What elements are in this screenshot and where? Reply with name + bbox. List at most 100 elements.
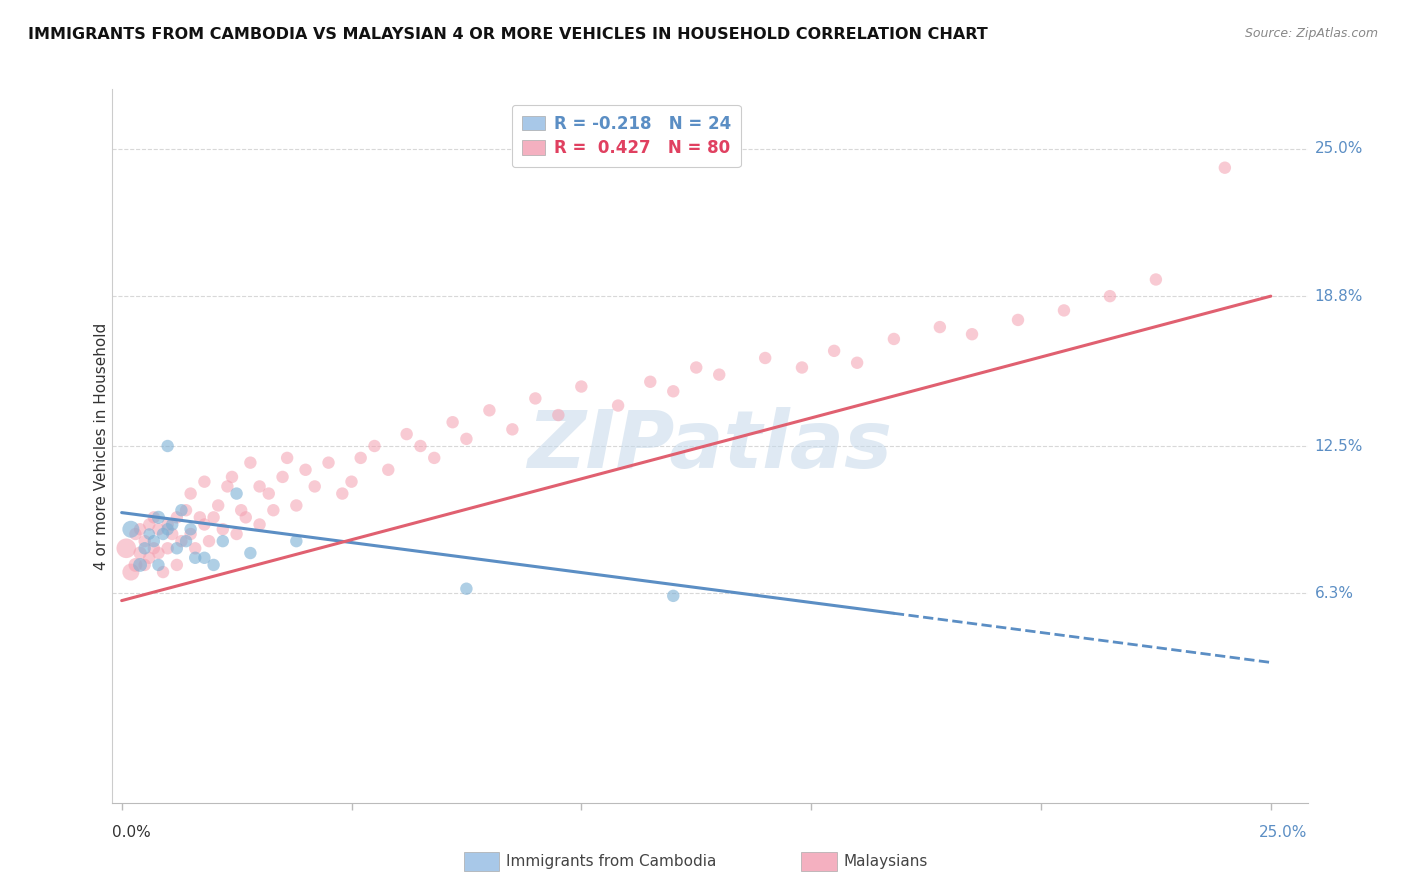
Point [180, 527, 202, 541]
Point [330, 486, 353, 500]
Point [193, 475, 215, 489]
Point [456, 582, 478, 596]
Point [225, 527, 247, 541]
Point [257, 486, 280, 500]
Point [456, 432, 478, 446]
Point [193, 517, 215, 532]
Point [363, 439, 385, 453]
Point [174, 534, 197, 549]
Point [304, 479, 326, 493]
Point [928, 320, 950, 334]
Point [960, 327, 983, 342]
Text: 25.0%: 25.0% [1315, 141, 1362, 156]
Point [340, 475, 363, 489]
Point [166, 558, 188, 572]
Point [285, 534, 308, 549]
Point [685, 360, 707, 375]
Point [350, 450, 373, 465]
Point [249, 479, 271, 493]
Point [294, 463, 316, 477]
Point [115, 541, 138, 556]
Point [198, 534, 221, 549]
Point [152, 565, 174, 579]
Point [211, 534, 233, 549]
Point [823, 343, 845, 358]
Point [134, 558, 156, 572]
Text: 12.5%: 12.5% [1315, 439, 1362, 453]
Text: 18.8%: 18.8% [1315, 289, 1362, 303]
Point [188, 510, 211, 524]
Point [138, 517, 160, 532]
Point [142, 510, 165, 524]
Point [134, 541, 156, 556]
Point [221, 470, 243, 484]
Point [249, 517, 271, 532]
Text: 25.0%: 25.0% [1260, 825, 1308, 840]
Point [662, 589, 685, 603]
Point [156, 439, 179, 453]
Point [148, 522, 170, 536]
Point [1144, 272, 1167, 286]
Point [441, 415, 464, 429]
Text: Source: ZipAtlas.com: Source: ZipAtlas.com [1244, 27, 1378, 40]
Y-axis label: 4 or more Vehicles in Household: 4 or more Vehicles in Household [94, 322, 108, 570]
Point [262, 503, 284, 517]
Text: ZIPatlas: ZIPatlas [527, 407, 893, 485]
Point [124, 558, 146, 572]
Point [148, 546, 170, 560]
Point [148, 510, 170, 524]
Point [271, 470, 294, 484]
Point [142, 534, 165, 549]
Point [156, 541, 179, 556]
Point [423, 450, 446, 465]
Point [142, 541, 165, 556]
Point [225, 486, 247, 500]
Text: 0.0%: 0.0% [112, 825, 152, 840]
Point [129, 522, 152, 536]
Point [174, 503, 197, 517]
Point [239, 546, 262, 560]
Point [239, 456, 262, 470]
Point [156, 517, 179, 532]
Point [409, 439, 432, 453]
Point [235, 510, 257, 524]
Point [156, 522, 179, 536]
Point [160, 527, 183, 541]
Point [754, 351, 776, 365]
Point [569, 379, 592, 393]
Point [134, 534, 156, 549]
Point [501, 422, 523, 436]
Point [207, 499, 229, 513]
Point [1053, 303, 1076, 318]
Point [138, 527, 160, 541]
Point [377, 463, 399, 477]
Point [170, 534, 193, 549]
Point [231, 503, 253, 517]
Point [1098, 289, 1121, 303]
Point [285, 499, 308, 513]
Text: Malaysians: Malaysians [844, 855, 928, 869]
Point [547, 408, 569, 422]
Point [193, 550, 215, 565]
Text: Immigrants from Cambodia: Immigrants from Cambodia [506, 855, 717, 869]
Point [524, 392, 547, 406]
Point [180, 522, 202, 536]
Point [662, 384, 685, 399]
Point [1007, 313, 1029, 327]
Point [607, 399, 630, 413]
Point [638, 375, 662, 389]
Point [478, 403, 501, 417]
Point [202, 510, 225, 524]
Point [166, 541, 188, 556]
Text: IMMIGRANTS FROM CAMBODIA VS MALAYSIAN 4 OR MORE VEHICLES IN HOUSEHOLD CORRELATIO: IMMIGRANTS FROM CAMBODIA VS MALAYSIAN 4 … [28, 27, 988, 42]
Point [318, 456, 340, 470]
Point [124, 527, 146, 541]
Point [138, 550, 160, 565]
Text: 6.3%: 6.3% [1315, 586, 1354, 601]
Point [180, 486, 202, 500]
Point [790, 360, 813, 375]
Point [166, 510, 188, 524]
Point [152, 527, 174, 541]
Point [170, 503, 193, 517]
Point [129, 558, 152, 572]
